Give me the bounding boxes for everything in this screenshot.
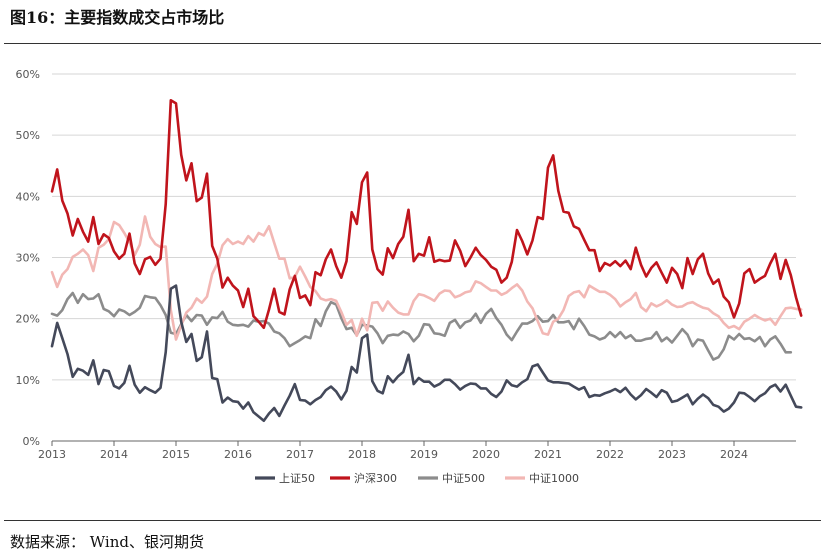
x-axis: 2013 2014 2015 2016 2017 2018 2019 2020 2021 2022…: [38, 441, 748, 461]
legend-label: 中证1000: [529, 472, 579, 485]
x-tick-label: 2013: [38, 448, 66, 461]
x-tick-label: 2023: [658, 448, 686, 461]
y-axis-ticks: 0% 10% 20% 30% 40% 50% 60%: [16, 68, 40, 448]
x-tick-label: 2021: [534, 448, 562, 461]
y-tick-label: 40%: [16, 190, 40, 203]
y-tick-label: 10%: [16, 374, 40, 387]
y-tick-label: 30%: [16, 252, 40, 265]
figure-title: 图16：主要指数成交占市场比: [10, 8, 225, 27]
y-tick-label: 20%: [16, 313, 40, 326]
series-line-1: [50, 99, 803, 330]
y-tick-label: 0%: [23, 435, 40, 448]
x-tick-label: 2014: [100, 448, 128, 461]
x-tick-label: 2015: [162, 448, 190, 461]
x-tick-label: 2019: [410, 448, 438, 461]
gridlines: [52, 73, 796, 442]
legend: 上证50 沪深300 中证500 中证1000: [255, 471, 579, 485]
series-line-3: [50, 215, 803, 341]
bottom-divider: [4, 520, 821, 521]
series-line-0: [50, 284, 803, 423]
legend-label: 中证500: [442, 472, 485, 485]
x-tick-label: 2017: [286, 448, 314, 461]
x-tick-label: 2024: [720, 448, 748, 461]
legend-label: 沪深300: [354, 471, 397, 485]
x-tick-label: 2018: [348, 448, 376, 461]
x-tick-label: 2016: [224, 448, 252, 461]
x-tick-label: 2022: [596, 448, 624, 461]
top-divider: [4, 43, 821, 44]
x-tick-label: 2020: [472, 448, 500, 461]
y-tick-label: 60%: [16, 68, 40, 81]
series-line-2: [50, 291, 793, 361]
source-note: 数据来源： Wind、银河期货: [10, 533, 204, 551]
legend-label: 上证50: [279, 472, 315, 485]
y-tick-label: 50%: [16, 129, 40, 142]
series-lines: [50, 99, 803, 423]
